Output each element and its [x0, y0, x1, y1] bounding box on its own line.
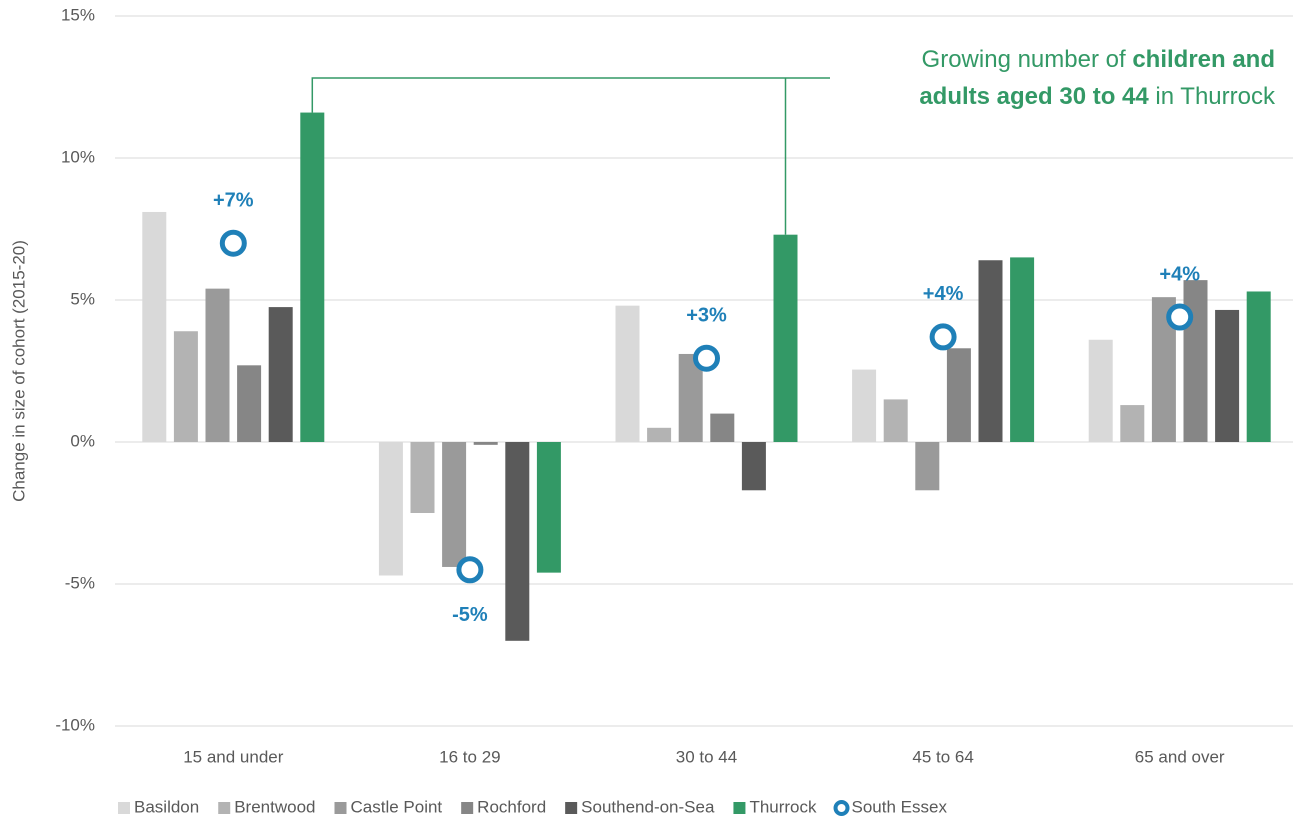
y-tick-label: 15% [61, 5, 95, 24]
x-tick-label: 45 to 64 [912, 747, 973, 766]
bar [1246, 291, 1271, 442]
y-tick-label: -10% [55, 715, 95, 734]
data-label: +4% [1159, 263, 1200, 285]
bar [915, 442, 940, 491]
bar [378, 442, 403, 576]
annotation: Growing number of children and [922, 46, 1275, 73]
bar [536, 442, 561, 573]
bar [505, 442, 530, 641]
legend-swatch [218, 802, 231, 814]
legend-label: Basildon [134, 797, 199, 816]
legend-label: Southend-on-Sea [581, 797, 715, 816]
legend-swatch [118, 802, 130, 814]
bar [1120, 405, 1145, 442]
x-tick-label: 15 and under [183, 747, 284, 766]
data-label: -5% [452, 604, 488, 626]
marker [693, 344, 720, 372]
x-tick-label: 65 and over [1135, 747, 1225, 766]
y-tick-label: 5% [70, 289, 95, 308]
data-label: +4% [923, 283, 964, 305]
bar [946, 348, 971, 442]
bar [773, 234, 798, 442]
annotation-bracket [311, 77, 830, 113]
legend-label: Rochford [477, 797, 546, 816]
annotation-segment: children and [1132, 46, 1275, 73]
legend-label: South Essex [852, 797, 948, 816]
y-tick-label: 0% [70, 431, 95, 450]
bar [647, 427, 672, 442]
data-label: +3% [686, 305, 727, 327]
bar [268, 307, 293, 442]
bar [410, 442, 435, 513]
bar [173, 331, 198, 442]
y-tick-label: 10% [61, 147, 95, 166]
bar [442, 442, 467, 567]
bar [1088, 339, 1113, 442]
y-tick-label: -5% [65, 573, 95, 592]
legend-label: Thurrock [749, 797, 817, 816]
bar [883, 399, 908, 442]
legend-swatch [334, 802, 347, 814]
annotation-segment: adults aged 30 to 44 [919, 83, 1149, 110]
annotation-segment: in Thurrock [1149, 83, 1276, 110]
bar [142, 211, 167, 442]
bar [615, 305, 640, 442]
legend-marker [833, 800, 850, 816]
legend-swatch [565, 802, 578, 814]
legend-label: Castle Point [351, 797, 443, 816]
bar [710, 413, 735, 442]
x-tick-label: 30 to 44 [676, 747, 737, 766]
bar [237, 365, 262, 442]
annotation-segment: Growing number of [922, 46, 1133, 73]
marker [1166, 303, 1194, 331]
bar [741, 442, 766, 491]
y-axis-label: Change in size of cohort (2015-20) [9, 240, 28, 502]
legend-swatch [733, 802, 746, 814]
bar [1183, 280, 1208, 442]
annotation: adults aged 30 to 44 in Thurrock [919, 83, 1276, 110]
legend-swatch [461, 802, 474, 814]
bar [473, 442, 498, 445]
bar [852, 369, 877, 442]
marker [456, 556, 484, 584]
bar [1010, 257, 1035, 442]
bar [1215, 309, 1240, 442]
marker [219, 229, 247, 257]
bar [300, 112, 325, 442]
bar [205, 288, 230, 442]
bar [978, 260, 1003, 442]
x-tick-label: 16 to 29 [439, 747, 500, 766]
data-label: +7% [213, 189, 254, 211]
marker [929, 323, 957, 351]
legend-label: Brentwood [234, 797, 315, 816]
